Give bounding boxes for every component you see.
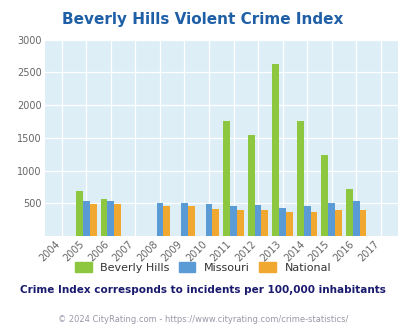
Bar — [230, 206, 237, 236]
Text: Beverly Hills Violent Crime Index: Beverly Hills Violent Crime Index — [62, 12, 343, 26]
Bar — [334, 211, 341, 236]
Bar — [352, 201, 359, 236]
Bar — [114, 204, 121, 236]
Bar — [90, 204, 96, 236]
Bar — [327, 203, 334, 236]
Bar — [83, 201, 90, 236]
Bar — [181, 203, 188, 236]
Bar — [163, 206, 170, 236]
Bar — [156, 203, 163, 236]
Bar — [303, 206, 310, 236]
Bar — [272, 64, 279, 236]
Bar — [321, 155, 327, 236]
Bar — [345, 189, 352, 236]
Bar — [247, 135, 254, 236]
Bar — [310, 212, 317, 236]
Bar — [279, 208, 285, 236]
Legend: Beverly Hills, Missouri, National: Beverly Hills, Missouri, National — [70, 258, 335, 277]
Bar — [237, 210, 243, 236]
Bar — [212, 209, 219, 236]
Bar — [296, 121, 303, 236]
Bar — [188, 207, 194, 236]
Bar — [254, 205, 261, 236]
Bar — [223, 121, 230, 236]
Bar — [76, 191, 83, 236]
Bar — [205, 204, 212, 236]
Text: © 2024 CityRating.com - https://www.cityrating.com/crime-statistics/: © 2024 CityRating.com - https://www.city… — [58, 315, 347, 324]
Text: Crime Index corresponds to incidents per 100,000 inhabitants: Crime Index corresponds to incidents per… — [20, 285, 385, 295]
Bar — [285, 212, 292, 236]
Bar — [107, 201, 114, 236]
Bar — [100, 199, 107, 236]
Bar — [359, 210, 366, 236]
Bar — [261, 210, 268, 236]
